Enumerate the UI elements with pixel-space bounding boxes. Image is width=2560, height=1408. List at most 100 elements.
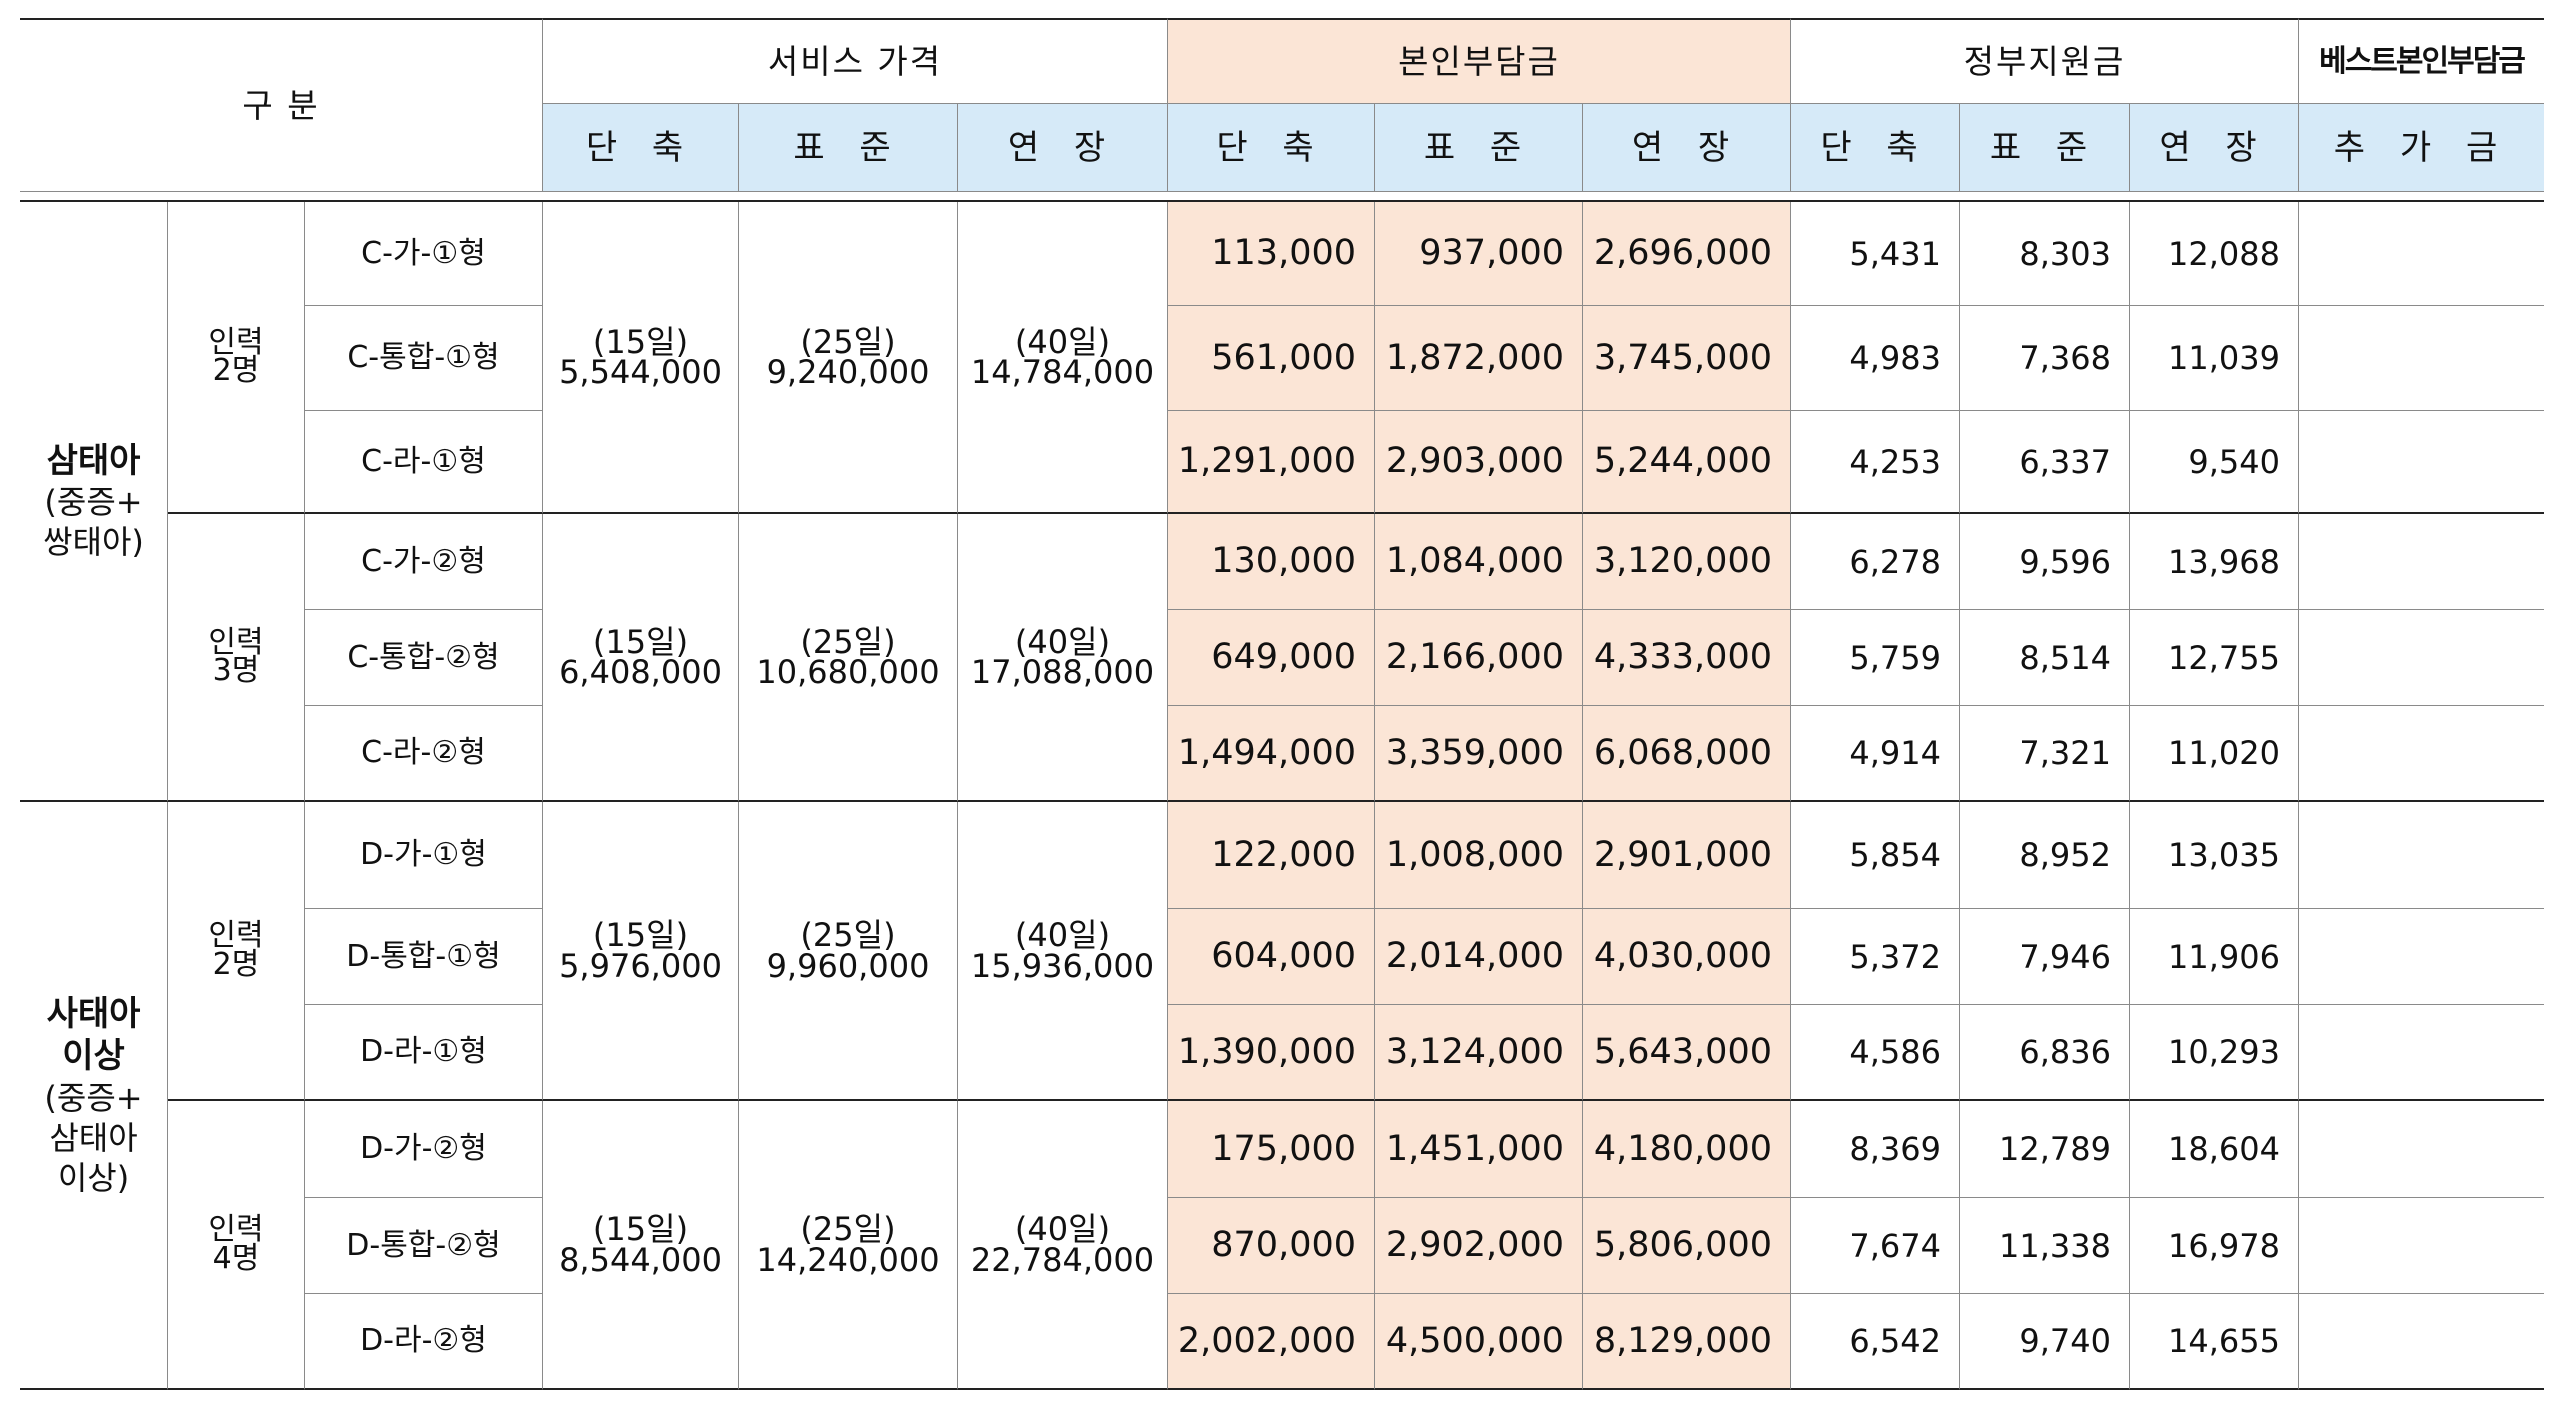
gov-extended-cell: 11,906 [2130, 909, 2299, 1005]
self-standard-cell: 2,903,000 [1375, 411, 1583, 514]
gov-short-cell: 6,278 [1791, 514, 1960, 610]
price-standard-cell: (25일) 9,240,000 [739, 202, 958, 514]
type-cell: C-통합-①형 [305, 306, 543, 411]
extra-cell [2299, 202, 2544, 306]
staff-count: 인력 4명 [168, 1101, 305, 1390]
extra-cell [2299, 306, 2544, 411]
gov-extended-cell: 14,655 [2130, 1294, 2299, 1390]
self-extended-cell: 5,806,000 [1583, 1198, 1791, 1294]
gov-standard-cell: 7,368 [1960, 306, 2130, 411]
self-short-cell: 870,000 [1168, 1198, 1375, 1294]
category-header: 구 분 [20, 18, 543, 192]
group-main-label: 사태아 이상 [46, 993, 141, 1077]
gov-extended-cell: 18,604 [2130, 1101, 2299, 1198]
price-standard-header: 표 준 [739, 104, 958, 192]
self-standard-header: 표 준 [1375, 104, 1583, 192]
price-extended-cell: (40일) 22,784,000 [958, 1101, 1168, 1390]
self-short-cell: 175,000 [1168, 1101, 1375, 1198]
extra-cell [2299, 706, 2544, 802]
gov-extended-cell: 16,978 [2130, 1198, 2299, 1294]
self-short-cell: 561,000 [1168, 306, 1375, 411]
group-label: 삼태아 (중증+ 쌍태아) [20, 202, 168, 802]
extra-cell [2299, 411, 2544, 514]
self-standard-cell: 1,008,000 [1375, 802, 1583, 909]
self-standard-cell: 1,872,000 [1375, 306, 1583, 411]
header-divider [20, 192, 2544, 202]
gov-extended-cell: 11,039 [2130, 306, 2299, 411]
gov-standard-cell: 6,836 [1960, 1005, 2130, 1101]
self-extended-cell: 5,643,000 [1583, 1005, 1791, 1101]
gov-short-cell: 4,914 [1791, 706, 1960, 802]
group-label: 사태아 이상 (중증+ 삼태아 이상) [20, 802, 168, 1390]
self-extended-cell: 2,901,000 [1583, 802, 1791, 909]
group-main-label: 삼태아 [46, 440, 141, 481]
gov-standard-cell: 7,321 [1960, 706, 2130, 802]
type-cell: D-통합-②형 [305, 1198, 543, 1294]
gov-standard-cell: 8,303 [1960, 202, 2130, 306]
price-short-cell: (15일) 6,408,000 [543, 514, 739, 802]
self-short-cell: 1,291,000 [1168, 411, 1375, 514]
gov-short-header: 단 축 [1791, 104, 1960, 192]
price-standard-cell: (25일) 10,680,000 [739, 514, 958, 802]
gov-standard-cell: 11,338 [1960, 1198, 2130, 1294]
gov-extended-cell: 10,293 [2130, 1005, 2299, 1101]
gov-short-cell: 4,586 [1791, 1005, 1960, 1101]
self-short-cell: 113,000 [1168, 202, 1375, 306]
self-standard-cell: 2,902,000 [1375, 1198, 1583, 1294]
self-standard-cell: 1,084,000 [1375, 514, 1583, 610]
staff-count: 인력 2명 [168, 802, 305, 1101]
gov-short-cell: 5,759 [1791, 610, 1960, 706]
price-extended-header: 연 장 [958, 104, 1168, 192]
type-cell: D-가-①형 [305, 802, 543, 909]
self-pay-header: 본인부담금 [1168, 18, 1791, 104]
price-short-cell: (15일) 5,976,000 [543, 802, 739, 1101]
gov-standard-cell: 8,952 [1960, 802, 2130, 909]
type-cell: D-통합-①형 [305, 909, 543, 1005]
gov-short-cell: 5,854 [1791, 802, 1960, 909]
type-cell: D-가-②형 [305, 1101, 543, 1198]
price-table: 구 분 서비스 가격 본인부담금 정부지원금 베스트본인부담금 단 축 표 준 … [20, 18, 2544, 1398]
self-short-header: 단 축 [1168, 104, 1375, 192]
extra-cell [2299, 1294, 2544, 1390]
type-cell: C-가-①형 [305, 202, 543, 306]
extra-cell [2299, 1005, 2544, 1101]
gov-extended-cell: 13,035 [2130, 802, 2299, 909]
gov-short-cell: 6,542 [1791, 1294, 1960, 1390]
gov-short-cell: 8,369 [1791, 1101, 1960, 1198]
self-extended-cell: 5,244,000 [1583, 411, 1791, 514]
gov-standard-cell: 6,337 [1960, 411, 2130, 514]
staff-count: 인력 2명 [168, 202, 305, 514]
gov-standard-cell: 8,514 [1960, 610, 2130, 706]
price-standard-cell: (25일) 14,240,000 [739, 1101, 958, 1390]
gov-extended-cell: 11,020 [2130, 706, 2299, 802]
extra-cell [2299, 610, 2544, 706]
gov-short-cell: 4,253 [1791, 411, 1960, 514]
gov-standard-cell: 12,789 [1960, 1101, 2130, 1198]
type-cell: D-라-①형 [305, 1005, 543, 1101]
self-extended-cell: 8,129,000 [1583, 1294, 1791, 1390]
gov-short-cell: 7,674 [1791, 1198, 1960, 1294]
gov-extended-cell: 12,088 [2130, 202, 2299, 306]
group-sub-label: (중증+ 쌍태아) [43, 483, 144, 562]
extra-cell [2299, 909, 2544, 1005]
gov-extended-header: 연 장 [2130, 104, 2299, 192]
self-extended-cell: 4,333,000 [1583, 610, 1791, 706]
gov-extended-cell: 13,968 [2130, 514, 2299, 610]
self-standard-cell: 4,500,000 [1375, 1294, 1583, 1390]
self-extended-cell: 3,120,000 [1583, 514, 1791, 610]
gov-extended-cell: 12,755 [2130, 610, 2299, 706]
self-standard-cell: 2,014,000 [1375, 909, 1583, 1005]
extra-cell [2299, 802, 2544, 909]
self-standard-cell: 3,359,000 [1375, 706, 1583, 802]
gov-short-cell: 5,431 [1791, 202, 1960, 306]
self-short-cell: 1,390,000 [1168, 1005, 1375, 1101]
extra-cell [2299, 1101, 2544, 1198]
self-standard-cell: 1,451,000 [1375, 1101, 1583, 1198]
extra-cell [2299, 514, 2544, 610]
price-standard-cell: (25일) 9,960,000 [739, 802, 958, 1101]
best-self-pay-header: 베스트본인부담금 [2299, 18, 2544, 104]
self-extended-header: 연 장 [1583, 104, 1791, 192]
service-price-header: 서비스 가격 [543, 18, 1168, 104]
gov-short-cell: 4,983 [1791, 306, 1960, 411]
self-extended-cell: 4,180,000 [1583, 1101, 1791, 1198]
